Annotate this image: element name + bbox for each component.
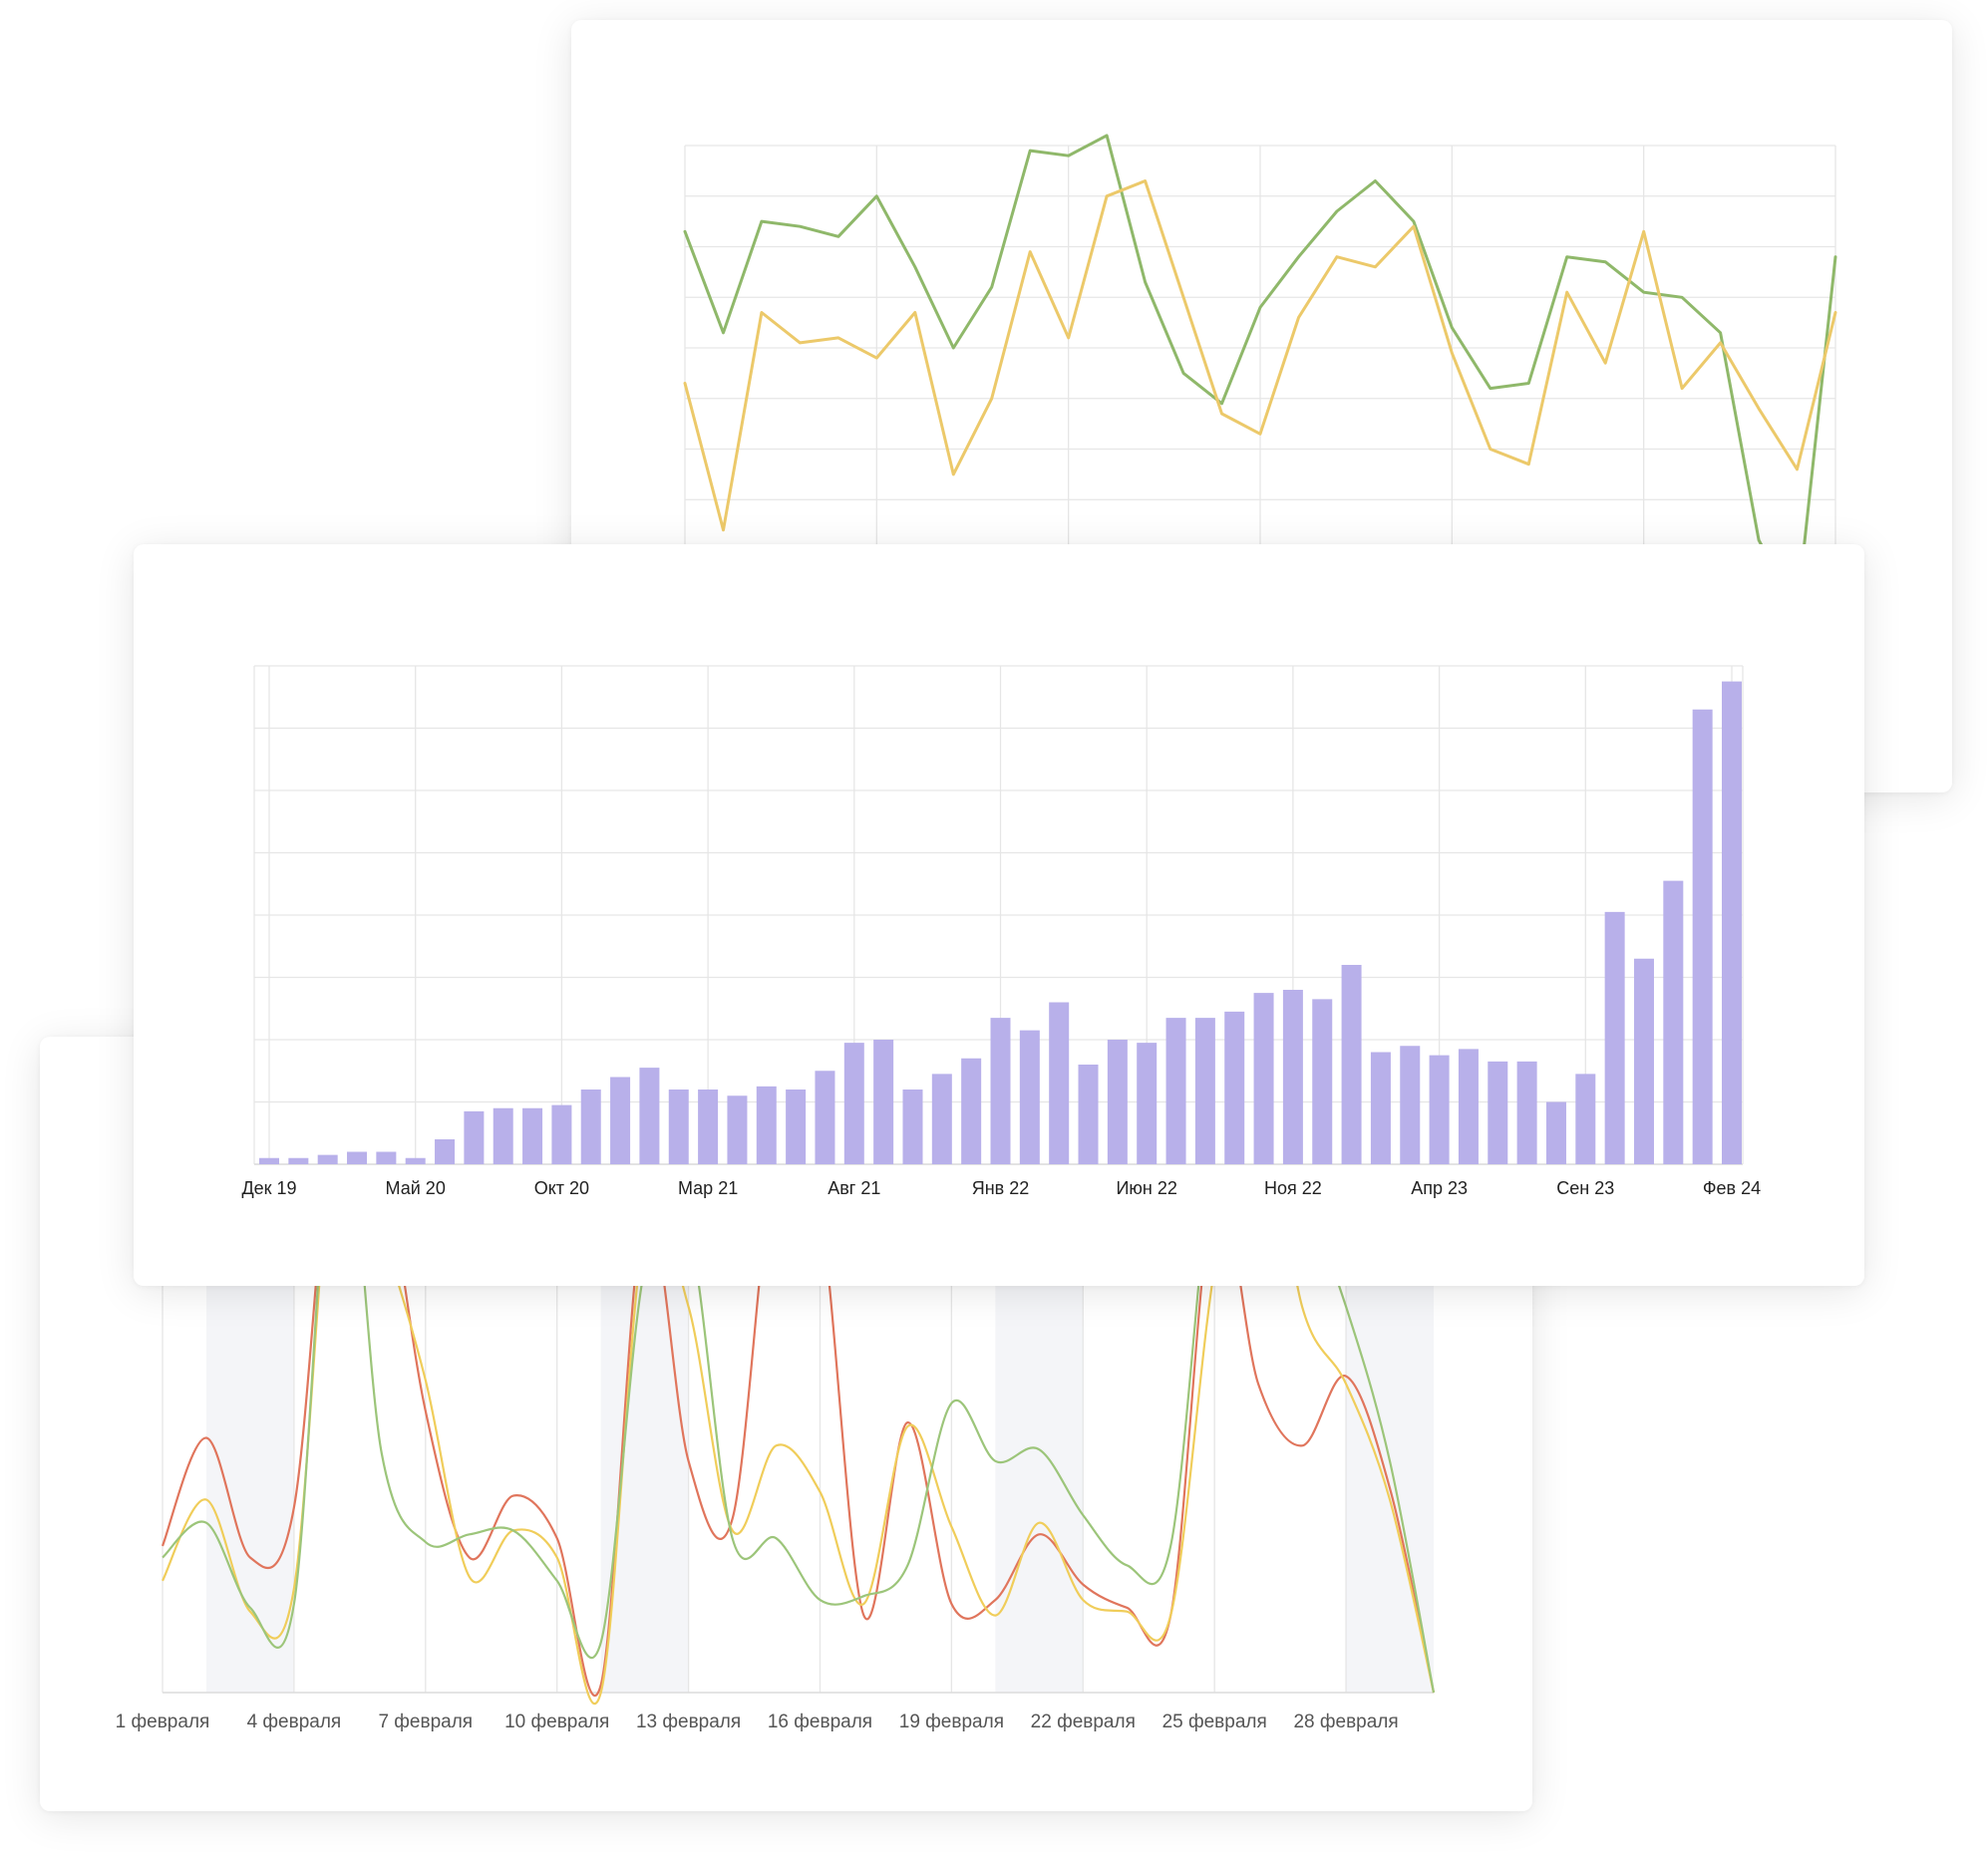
- bar: [317, 1154, 338, 1164]
- bar: [347, 1151, 368, 1164]
- bar: [464, 1110, 485, 1164]
- x-tick-label: Сен 23: [1556, 1178, 1614, 1198]
- bar: [698, 1090, 719, 1164]
- bar: [1692, 709, 1713, 1164]
- bar: [1516, 1061, 1537, 1164]
- bar: [843, 1043, 864, 1164]
- line-series-1: [683, 134, 1837, 613]
- x-tick-label: 22 февраля: [1031, 1712, 1136, 1732]
- x-tick-label: Апр 23: [1411, 1178, 1468, 1198]
- bar: [1545, 1101, 1566, 1164]
- bar: [1604, 911, 1625, 1164]
- bar: [1019, 1030, 1040, 1164]
- bar: [1370, 1052, 1391, 1164]
- bar: [1458, 1049, 1479, 1164]
- bar: [1165, 1018, 1186, 1164]
- bar: [902, 1090, 923, 1164]
- x-tick-label: 19 февраля: [899, 1712, 1004, 1732]
- bar: [1224, 1011, 1245, 1164]
- x-tick-label: 4 февраля: [247, 1712, 342, 1732]
- bar: [1312, 999, 1333, 1164]
- x-tick-label: 7 февраля: [378, 1712, 473, 1732]
- x-tick-label: Янв 22: [972, 1178, 1030, 1198]
- bar: [1137, 1043, 1158, 1164]
- x-tick-label: 13 февраля: [636, 1712, 741, 1732]
- bar: [580, 1090, 601, 1164]
- bar: [1663, 880, 1684, 1164]
- bar: [376, 1151, 397, 1164]
- bar: [1194, 1018, 1215, 1164]
- bar: [756, 1086, 777, 1164]
- x-tick-label: Мар 21: [678, 1178, 738, 1198]
- bar: [873, 1040, 894, 1164]
- bar: [1107, 1040, 1128, 1164]
- x-tick-label: 25 февраля: [1162, 1712, 1267, 1732]
- bar: [610, 1077, 631, 1164]
- x-tick-label: Фев 24: [1703, 1178, 1761, 1198]
- monthly-bar-chart: Дек 19 Май 20 Окт 20 Мар 21 Авг 21 Янв 22 Июн …: [241, 665, 1761, 1198]
- bar: [815, 1071, 835, 1164]
- bar: [1282, 990, 1303, 1164]
- bar: [727, 1095, 748, 1164]
- bar: [1341, 965, 1362, 1164]
- bar: [668, 1090, 689, 1164]
- x-tick-label: Июн 22: [1116, 1178, 1176, 1198]
- bar: [931, 1074, 952, 1164]
- bar-chart-card: Дек 19 Май 20 Окт 20 Мар 21 Авг 21 Янв 22 Июн …: [134, 544, 1864, 1286]
- bar: [961, 1058, 982, 1164]
- bar: [639, 1068, 660, 1164]
- bar: [786, 1090, 807, 1164]
- bar: [1049, 1002, 1070, 1164]
- x-tick-label: Дек 19: [241, 1178, 296, 1198]
- bar: [522, 1107, 543, 1164]
- line-series-2: [683, 179, 1837, 532]
- bar: [1400, 1046, 1421, 1164]
- x-tick-label: 10 февраля: [504, 1712, 609, 1732]
- x-tick-label: Авг 21: [828, 1178, 880, 1198]
- bar: [1722, 681, 1742, 1164]
- bar: [1078, 1065, 1099, 1164]
- x-tick-label: Окт 20: [534, 1178, 589, 1198]
- bar: [259, 1157, 279, 1164]
- x-tick-label: Май 20: [386, 1178, 446, 1198]
- bar: [551, 1104, 572, 1164]
- bar: [405, 1157, 426, 1164]
- x-tick-label: 1 февраля: [116, 1712, 210, 1732]
- bar: [1633, 958, 1654, 1164]
- bar: [493, 1107, 513, 1164]
- bar: [1488, 1061, 1508, 1164]
- bar: [990, 1018, 1011, 1164]
- bar: [435, 1139, 456, 1164]
- x-tick-label: 28 февраля: [1293, 1712, 1398, 1732]
- bar: [288, 1157, 309, 1164]
- x-tick-label: Ноя 22: [1264, 1178, 1322, 1198]
- bar: [1429, 1055, 1450, 1164]
- x-tick-label: 16 февраля: [768, 1712, 872, 1732]
- bar: [1575, 1074, 1596, 1164]
- bar: [1253, 993, 1274, 1164]
